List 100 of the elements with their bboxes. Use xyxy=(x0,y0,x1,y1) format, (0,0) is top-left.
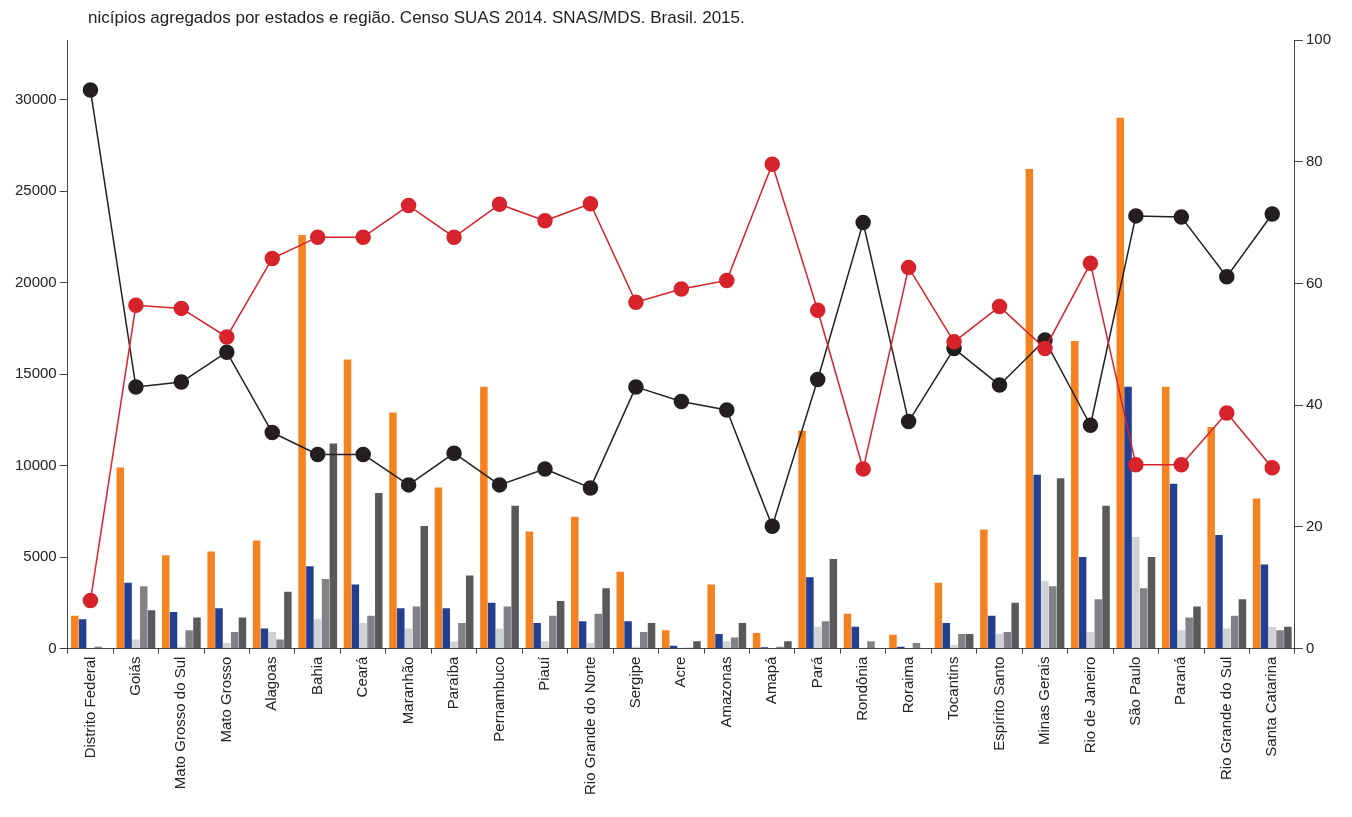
bar xyxy=(958,633,966,649)
x-tick-label: Distrito Federal xyxy=(80,656,98,759)
bar xyxy=(693,641,701,649)
bar xyxy=(784,641,792,649)
x-tick-label: Mato Grosso do Sul xyxy=(171,656,189,790)
y2-tick-label: 80 xyxy=(1305,151,1323,169)
bar xyxy=(238,617,247,649)
x-tick-label: Bahia xyxy=(307,655,325,695)
point xyxy=(400,197,417,214)
bar xyxy=(738,622,747,649)
bar xyxy=(821,621,830,649)
point xyxy=(900,413,917,430)
bar xyxy=(1049,586,1057,649)
point xyxy=(355,446,371,463)
x-tick-label: Rio de Janeiro xyxy=(1080,656,1098,754)
bar xyxy=(458,622,466,649)
bar xyxy=(995,633,1004,649)
bar xyxy=(1116,117,1124,649)
bar xyxy=(980,529,988,649)
bar xyxy=(798,430,806,649)
bar xyxy=(276,639,284,649)
bar xyxy=(420,525,429,649)
point xyxy=(719,402,735,418)
point xyxy=(537,461,553,477)
x-tick-label: Tocantins xyxy=(944,656,962,720)
point xyxy=(355,229,371,245)
point xyxy=(1082,417,1099,433)
bar xyxy=(533,622,541,649)
bar xyxy=(503,606,512,649)
bar xyxy=(1139,588,1148,649)
bar xyxy=(1078,557,1087,649)
point xyxy=(900,259,917,276)
bar xyxy=(1025,169,1034,649)
x-tick-label: São Paulo xyxy=(1126,656,1144,726)
point xyxy=(1264,206,1280,222)
bar xyxy=(442,608,451,649)
point xyxy=(673,281,690,297)
bar xyxy=(843,613,852,649)
point xyxy=(855,214,871,231)
x-tick-label: Alagoas xyxy=(262,656,280,711)
point xyxy=(446,229,462,245)
point xyxy=(219,329,235,345)
bar xyxy=(78,619,87,649)
bar xyxy=(1086,632,1095,649)
chart-title: nicípios agregados por estados e região. Censo SUAS 2014. SNAS/MDS. Brasil. 2015. xyxy=(88,8,746,28)
bar xyxy=(223,643,231,649)
point xyxy=(128,297,144,314)
bar xyxy=(359,622,367,649)
x-tick-label: Roraima xyxy=(898,655,916,714)
x-tick-label: Rio Grande do Norte xyxy=(580,656,598,795)
bar xyxy=(389,412,397,649)
bar xyxy=(351,584,360,649)
x-tick-label: Piauí xyxy=(535,655,553,691)
bar xyxy=(549,615,557,649)
bar xyxy=(329,443,338,649)
bar xyxy=(752,633,761,649)
bar xyxy=(124,582,132,649)
bar xyxy=(1276,630,1284,649)
y2-tick-label: 100 xyxy=(1305,30,1331,48)
point xyxy=(264,424,281,441)
y-tick-label: 15000 xyxy=(14,364,57,382)
x-tick-label: Santa Catarina xyxy=(1262,655,1280,757)
bar xyxy=(260,628,269,649)
x-tick-label: Rondônia xyxy=(853,655,871,721)
bar xyxy=(1056,478,1065,649)
bar xyxy=(889,634,897,649)
point xyxy=(719,272,735,289)
point xyxy=(1082,255,1099,272)
point xyxy=(1037,340,1053,357)
bar xyxy=(829,558,838,649)
point xyxy=(1219,268,1235,285)
bar xyxy=(298,234,306,649)
bar xyxy=(284,591,292,649)
bar xyxy=(1003,632,1012,649)
point xyxy=(673,393,690,410)
bar xyxy=(306,566,314,649)
point xyxy=(582,195,599,212)
bar xyxy=(404,628,413,649)
x-tick-label: Amazonas xyxy=(716,656,734,728)
bar xyxy=(1094,599,1102,649)
point xyxy=(1128,208,1144,224)
bar xyxy=(252,540,261,649)
point xyxy=(82,592,99,609)
bar xyxy=(624,621,632,649)
bar xyxy=(1207,427,1215,649)
y-tick-label: 5000 xyxy=(23,547,57,565)
bar xyxy=(1147,557,1156,649)
bar xyxy=(556,601,565,649)
x-tick-label: Goiás xyxy=(126,656,144,696)
bar xyxy=(321,579,330,649)
bar xyxy=(1193,606,1201,649)
bar xyxy=(806,577,814,649)
bar xyxy=(707,584,715,649)
point xyxy=(946,334,962,350)
bar xyxy=(139,586,148,649)
bar xyxy=(268,632,277,649)
bar xyxy=(594,613,603,649)
bar xyxy=(1041,580,1049,649)
bar xyxy=(942,622,950,649)
x-tick-label: Mato Grosso xyxy=(216,656,234,743)
